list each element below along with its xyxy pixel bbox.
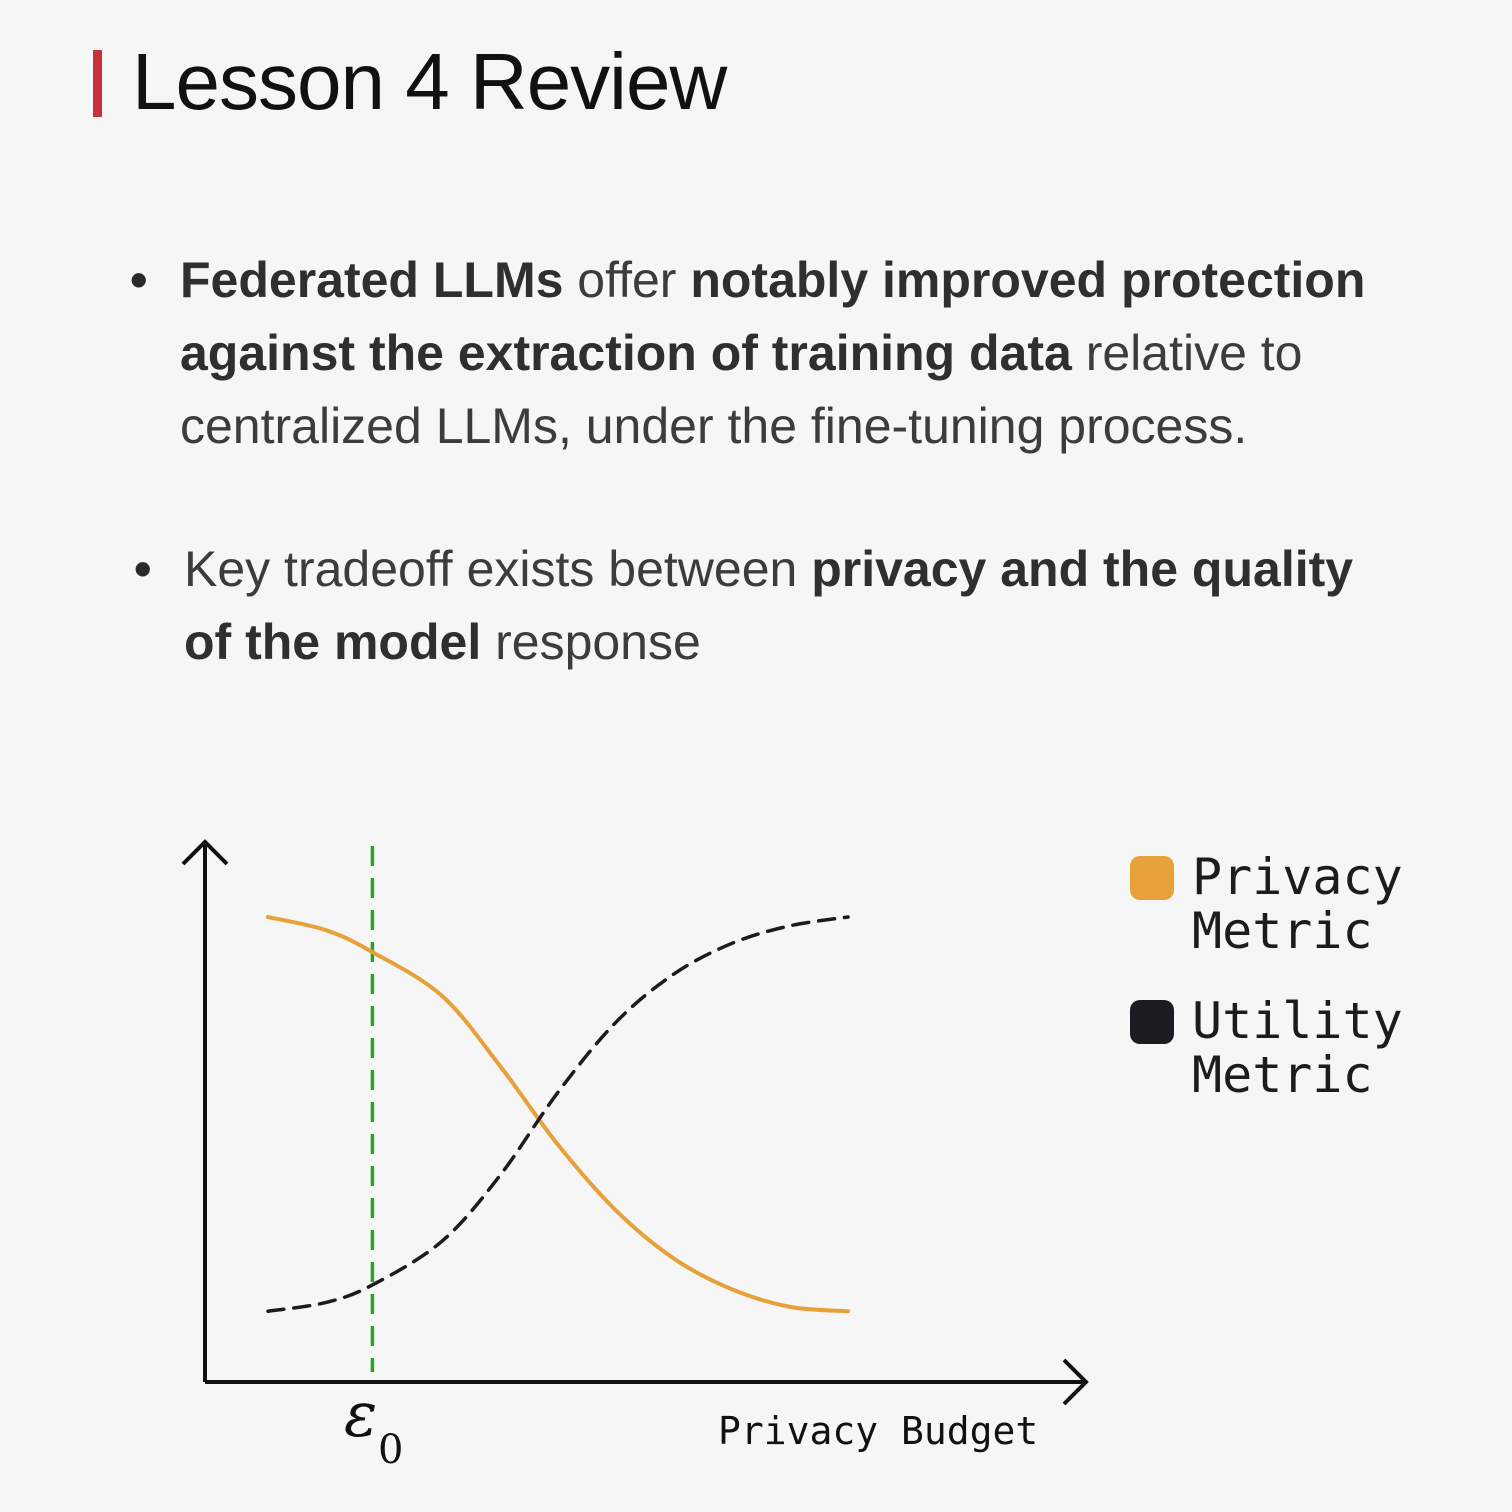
bullet-1-segment-1: Federated LLMs [180, 252, 564, 308]
legend-label-utility-line2: Metric [1192, 1046, 1373, 1104]
epsilon-label: ε [344, 1378, 377, 1451]
utility-metric-line [266, 915, 850, 1313]
bullet-item-2: • Key tradeoff exists between privacy an… [134, 533, 1400, 679]
bullet-1-segment-3: notably improved protection against the … [180, 252, 1366, 381]
privacy-metric-line [266, 915, 850, 1314]
y-axis-arrow-icon [181, 839, 229, 866]
legend-swatch-privacy [1130, 856, 1174, 900]
bullet-item-1: • Federated LLMs offer notably improved … [130, 244, 1400, 463]
slide-title: Lesson 4 Review [132, 37, 727, 126]
bullet-2-segment-3: response [481, 614, 701, 670]
legend-label-utility-line1: Utility [1192, 992, 1403, 1050]
title-accent-bar [93, 50, 102, 117]
bullet-dot-icon: • [130, 252, 148, 308]
legend-swatch-utility [1130, 1000, 1174, 1044]
bullet-1-segment-2: offer [563, 252, 691, 308]
x-axis-arrow-icon [1062, 1358, 1089, 1406]
epsilon-subscript: 0 [378, 1427, 403, 1473]
legend-label-privacy-line1: Privacy [1192, 848, 1403, 906]
bullet-1-segment-4: relative to centralized LLMs, under the … [180, 325, 1303, 454]
bullet-2-segment-2: privacy and the quality of the model [184, 541, 1354, 670]
bullet-2-segment-1: Key tradeoff exists between [184, 541, 812, 597]
legend-label-privacy-line2: Metric [1192, 902, 1373, 960]
x-axis-label: Privacy Budget [718, 1409, 1038, 1453]
bullet-dot-icon: • [134, 541, 152, 597]
bullet-list: • Federated LLMs offer notably improved … [130, 244, 1400, 749]
